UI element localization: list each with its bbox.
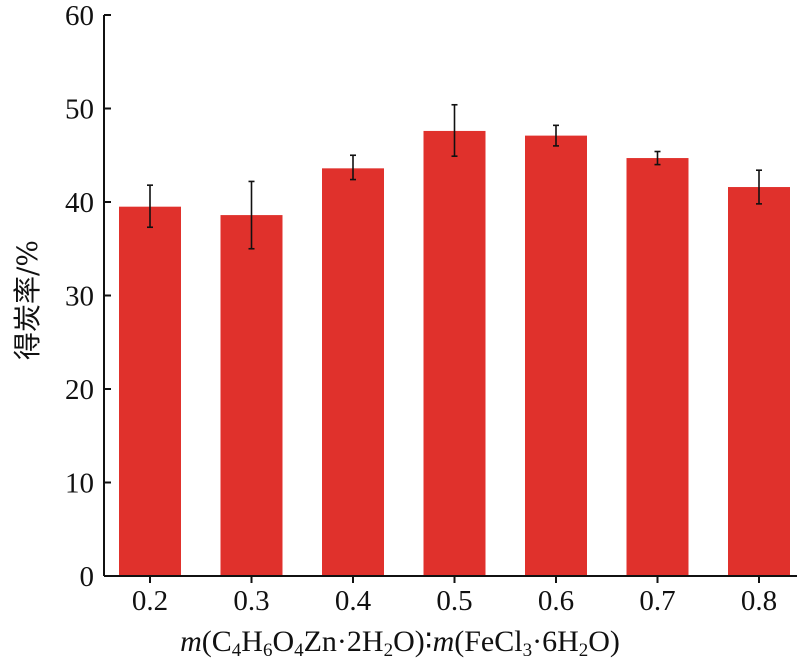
bar-0.8 [728, 187, 790, 577]
errorbar-0.7 [654, 150, 661, 166]
bar-0.2 [119, 206, 181, 577]
y-tick-label-0: 0 [80, 561, 95, 593]
bar-0.3 [220, 215, 283, 576]
errorbar-0.8 [756, 169, 762, 205]
x-label-fe2: ·6H [532, 625, 579, 658]
errorbar-0.2 [147, 184, 153, 229]
x-label-o: O [272, 625, 295, 658]
x-label-m1: m [180, 625, 202, 658]
x-label-c-sub: 4 [231, 640, 242, 661]
y-tick-label-20: 20 [65, 374, 94, 406]
bar-0.7 [626, 158, 689, 576]
y-tick-label-30: 30 [65, 281, 94, 313]
bar-0.5 [423, 130, 486, 576]
x-label-end: O) [588, 625, 620, 658]
errorbar-0.3 [248, 180, 255, 250]
x-label-o-sub: 4 [294, 640, 304, 661]
x-label-h-sub: 6 [262, 640, 273, 661]
errorbars-group [147, 103, 762, 250]
x-label-zn-sub: 2 [383, 640, 394, 661]
x-label-h: H [241, 625, 263, 658]
errorbar-0.6 [553, 124, 559, 147]
errorbar-0.5 [451, 103, 458, 157]
x-label-m2: m [432, 625, 455, 658]
x-tick-label-0.3: 0.3 [233, 585, 269, 617]
bar-0.6 [525, 135, 587, 577]
x-label-o2: O)∶ [393, 625, 433, 658]
x-label-fe2-sub: 2 [578, 640, 589, 661]
x-axis-label: m(C4H6O4Zn·2H2O)∶m(FeCl3·6H2O) [0, 622, 800, 662]
x-label-fe: (FeCl [454, 625, 523, 658]
y-axis-label: 得炭率/% [11, 239, 44, 360]
y-tick-label-50: 50 [65, 94, 94, 126]
bar-0.4 [322, 168, 384, 576]
bars-group [119, 130, 790, 577]
y-tick-label-60: 60 [65, 0, 94, 32]
x-ticks-group: 0.2 0.3 0.4 0.5 0.6 0.7 0.8 [132, 576, 777, 617]
x-label-c: (C [201, 625, 232, 658]
x-tick-label-0.7: 0.7 [639, 585, 675, 617]
x-tick-label-0.6: 0.6 [538, 585, 574, 617]
x-tick-label-0.5: 0.5 [436, 585, 472, 617]
y-ticks-group: 0 10 20 30 40 50 60 [65, 0, 111, 593]
x-label-fe-sub: 3 [522, 640, 533, 661]
errorbar-0.4 [350, 154, 356, 181]
y-tick-label-10: 10 [65, 468, 94, 500]
x-label-zn: Zn·2H [303, 625, 384, 658]
x-tick-label-0.8: 0.8 [741, 585, 777, 617]
x-tick-label-0.4: 0.4 [335, 585, 372, 617]
x-tick-label-0.2: 0.2 [132, 585, 168, 617]
y-tick-label-40: 40 [65, 187, 94, 219]
